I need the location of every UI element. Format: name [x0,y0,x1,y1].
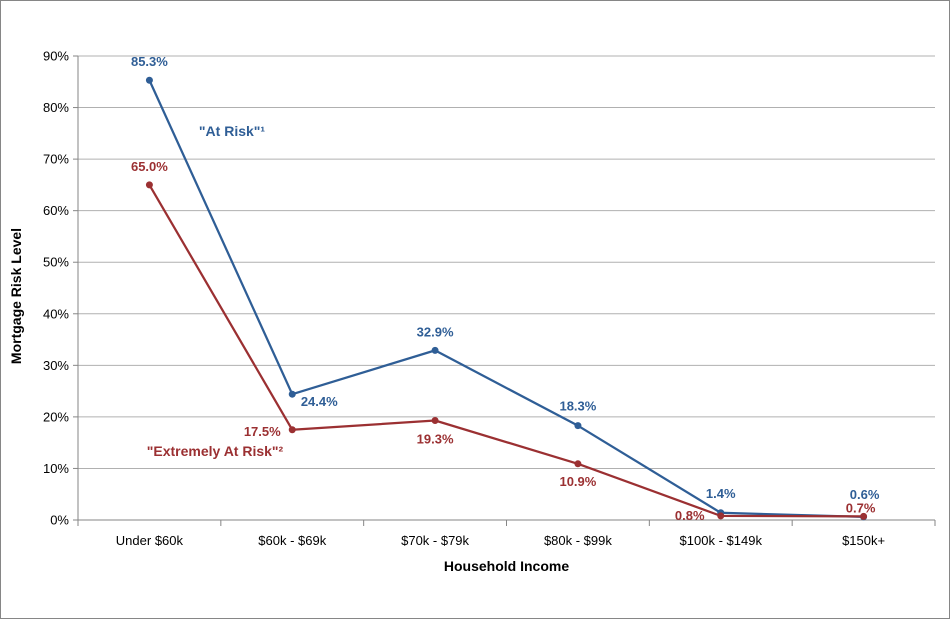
y-tick-label: 80% [43,100,69,115]
y-tick-label: 50% [43,255,69,270]
data-label: 17.5% [244,424,281,439]
gridlines [77,55,935,521]
x-tick-label: $150k+ [842,533,885,548]
y-tick-label: 40% [43,306,69,321]
y-tick-label: 30% [43,358,69,373]
data-point [288,426,296,434]
data-point [431,416,439,424]
data-label: 10.9% [559,474,596,489]
data-label: 19.3% [417,431,454,446]
y-tick-label: 70% [43,152,69,167]
data-label: 65.0% [131,159,168,174]
data-label: 85.3% [131,54,168,69]
data-label: 18.3% [559,399,596,414]
data-point [717,512,725,520]
series-name-label: "At Risk"¹ [199,123,266,139]
data-label: 1.4% [706,486,736,501]
y-axis-ticks: 0% 10% 20% 30% 40% 50% 60% 70% 80% 90% [43,49,78,528]
data-point [288,390,296,398]
series-name-label: "Extremely At Risk"² [147,443,284,459]
data-labels: 85.3% 24.4% 32.9% 18.3% 1.4% 0.6% 65.0% 17.5% 19… [131,54,880,523]
x-tick-label: $100k - $149k [680,533,763,548]
x-tick-label: $70k - $79k [401,533,469,548]
data-label: 0.8% [675,508,705,523]
data-point [431,346,439,354]
data-point [860,512,868,520]
data-point [145,181,153,189]
y-axis-title: Mortgage Risk Level [8,228,24,364]
data-point [574,460,582,468]
y-tick-label: 20% [43,409,69,424]
data-label: 0.7% [846,500,876,515]
x-tick-label: $80k - $99k [544,533,612,548]
data-label: 0.6% [850,487,880,502]
series-line [148,184,864,518]
data-label: 32.9% [417,324,454,339]
y-tick-label: 10% [43,461,69,476]
series-points [145,76,868,521]
y-tick-label: 0% [50,513,69,528]
data-point [574,422,582,430]
y-tick-label: 60% [43,203,69,218]
series-line [148,79,864,519]
x-tick-label: $60k - $69k [258,533,326,548]
series-lines [148,79,864,519]
x-tick-label: Under $60k [116,533,184,548]
data-label: 24.4% [301,394,338,409]
y-tick-label: 90% [43,49,69,64]
data-point [145,76,153,84]
series-name-labels: "At Risk"¹ "Extremely At Risk"² [147,123,284,459]
x-axis-title: Household Income [444,558,569,574]
x-axis-ticks: Under $60k $60k - $69k $70k - $79k $80k - $… [77,520,936,548]
